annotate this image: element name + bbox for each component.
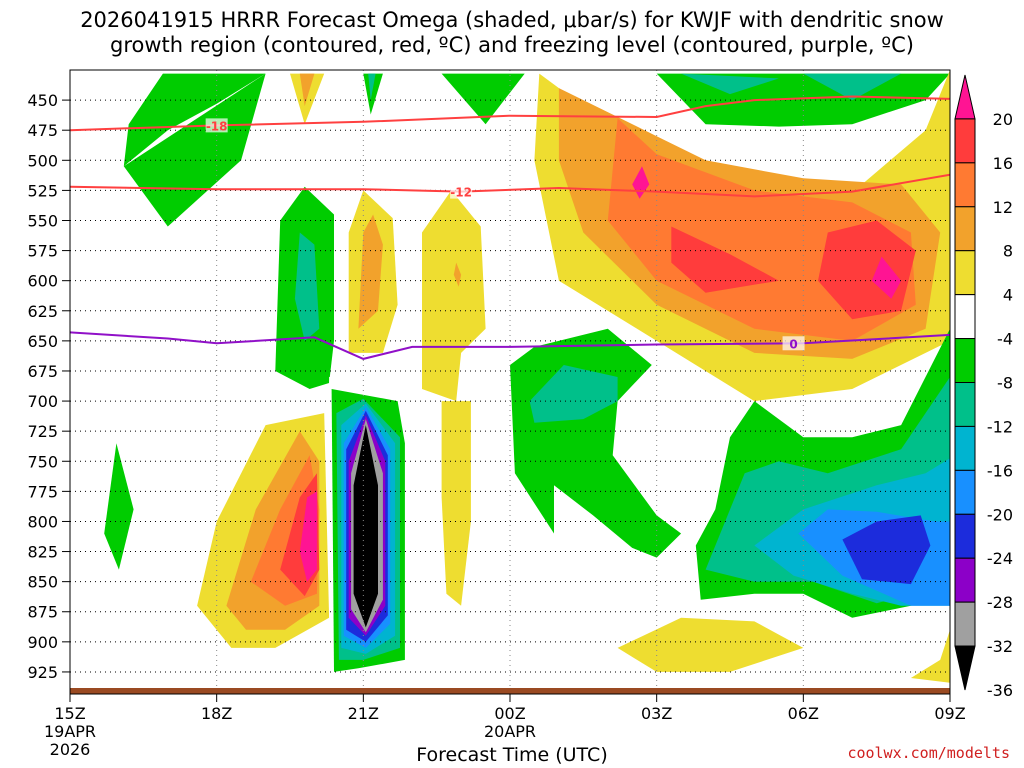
colorbar-label-12: -32 xyxy=(987,637,1013,656)
y-tick-label-875: 875 xyxy=(27,603,58,622)
y-tick-label-675: 675 xyxy=(27,362,58,381)
x-tick-label-03Z: 03Z xyxy=(641,704,672,723)
colorbar-label-4: 4 xyxy=(1003,286,1013,305)
omega-region-20 xyxy=(358,214,383,329)
y-tick-label-500: 500 xyxy=(27,151,58,170)
omega-region-38 xyxy=(104,443,134,570)
colorbar-label-10: -24 xyxy=(987,549,1013,568)
y-tick-label-475: 475 xyxy=(27,121,58,140)
omega-region-46 xyxy=(617,617,804,672)
x-tick-label-06Z: 06Z xyxy=(788,704,819,723)
omega-region-17 xyxy=(363,73,383,115)
omega-region-5 xyxy=(803,73,902,101)
colorbar-swatch-1 xyxy=(954,118,976,164)
x-tick-sublabel-00Z-0: 20APR xyxy=(484,722,536,741)
x-tick-label-15Z: 15Z xyxy=(54,704,85,723)
colorbar-swatch-5 xyxy=(954,294,976,340)
omega-region-23 xyxy=(453,262,462,287)
omega-region-21 xyxy=(422,190,486,402)
colorbar-swatch-8 xyxy=(954,425,976,471)
contour-0 xyxy=(70,331,950,360)
contour-label-bg--12 xyxy=(450,184,473,199)
omega-region-16 xyxy=(299,73,315,107)
y-tick-label-550: 550 xyxy=(27,211,58,230)
omega-region-45 xyxy=(842,515,931,585)
x-axis-label: Forecast Time (UTC) xyxy=(416,744,608,766)
colorbar-swatch-2 xyxy=(954,162,976,208)
colorbar-swatch-7 xyxy=(954,382,976,427)
colorbar-label-6: -8 xyxy=(997,374,1013,393)
chart-title: 2026041915 HRRR Forecast Omega (shaded, … xyxy=(80,8,944,57)
omega-region-37 xyxy=(353,425,378,628)
contour-label-bg--18 xyxy=(205,118,228,133)
colorbar-label-7: -12 xyxy=(987,417,1013,436)
contour-label-0: 0 xyxy=(789,337,797,351)
colorbar-swatch-9 xyxy=(954,469,976,515)
y-tick-label-450: 450 xyxy=(27,91,58,110)
colorbar-label-1: 16 xyxy=(993,154,1013,173)
colorbar-label-3: 8 xyxy=(1003,242,1013,261)
omega-region-18 xyxy=(368,73,376,101)
y-tick-label-575: 575 xyxy=(27,242,58,261)
x-tick-label-18Z: 18Z xyxy=(201,704,232,723)
omega-region-40 xyxy=(529,365,618,423)
y-tick-label-800: 800 xyxy=(27,512,58,531)
y-tick-label-925: 925 xyxy=(27,663,58,682)
omega-region-4 xyxy=(681,73,779,95)
ground-surface xyxy=(70,688,950,694)
grid-lines xyxy=(70,70,950,690)
omega-region-22 xyxy=(441,401,471,606)
colorbar-swatch-10 xyxy=(954,513,976,559)
x-tick-sublabel-15Z-0: 19APR xyxy=(44,722,96,741)
x-tick-label-00Z: 00Z xyxy=(494,704,525,723)
y-tick-label-600: 600 xyxy=(27,272,58,291)
x-tick-sublabel-15Z-1: 2026 xyxy=(50,740,91,759)
colorbar-label-11: -28 xyxy=(987,593,1013,612)
y-tick-label-825: 825 xyxy=(27,543,58,562)
contour-label--12: -12 xyxy=(450,186,472,200)
colorbar-label-8: -16 xyxy=(987,461,1013,480)
x-tick-label-09Z: 09Z xyxy=(934,704,965,723)
contour--12 xyxy=(70,173,950,198)
omega-region-11 xyxy=(871,256,902,299)
colorbar-swatch-3 xyxy=(954,206,976,252)
temperature-contours: -18 -12 0 xyxy=(70,95,950,360)
omega-region-47 xyxy=(910,629,950,683)
colorbar-label-2: 12 xyxy=(993,198,1013,217)
colorbar-swatch-6 xyxy=(954,338,976,384)
omega-region-28 xyxy=(299,491,317,582)
contour-label-bg-0 xyxy=(782,336,805,351)
pressure-axis: 450 475 500 525 550 575 600 625 650 675 700 725 750 7… xyxy=(27,91,70,682)
y-tick-label-775: 775 xyxy=(27,482,58,501)
y-tick-label-850: 850 xyxy=(27,573,58,592)
y-tick-label-750: 750 xyxy=(27,452,58,471)
colorbar-label-9: -20 xyxy=(987,505,1013,524)
y-tick-label-725: 725 xyxy=(27,422,58,441)
y-tick-label-700: 700 xyxy=(27,392,58,411)
y-tick-label-625: 625 xyxy=(27,302,58,321)
contour--18 xyxy=(70,95,950,132)
colorbar: 20 16 12 8 4 -4 -8 -12 -16 -20 -24 -28 -32 -36 xyxy=(954,74,1013,700)
site-credit: coolwx.com/modelts xyxy=(847,744,1010,762)
omega-region-2 xyxy=(441,73,525,125)
colorbar-label-13: -36 xyxy=(987,681,1013,700)
colorbar-arrow-top xyxy=(954,74,976,120)
y-tick-label-900: 900 xyxy=(27,633,58,652)
colorbar-label-0: 20 xyxy=(993,110,1013,129)
omega-region-14 xyxy=(294,232,320,341)
contour-label--18: -18 xyxy=(206,119,228,133)
colorbar-label-5: -4 xyxy=(997,330,1013,349)
colorbar-swatch-11 xyxy=(954,557,976,603)
y-tick-label-525: 525 xyxy=(27,181,58,200)
y-tick-label-650: 650 xyxy=(27,332,58,351)
omega-region-15 xyxy=(290,73,325,125)
omega-region-9 xyxy=(671,226,779,293)
omega-region-0 xyxy=(123,73,266,167)
colorbar-swatch-4 xyxy=(954,250,976,296)
colorbar-arrow-bottom xyxy=(954,645,976,691)
colorbar-swatch-12 xyxy=(954,601,976,647)
x-tick-label-21Z: 21Z xyxy=(348,704,379,723)
